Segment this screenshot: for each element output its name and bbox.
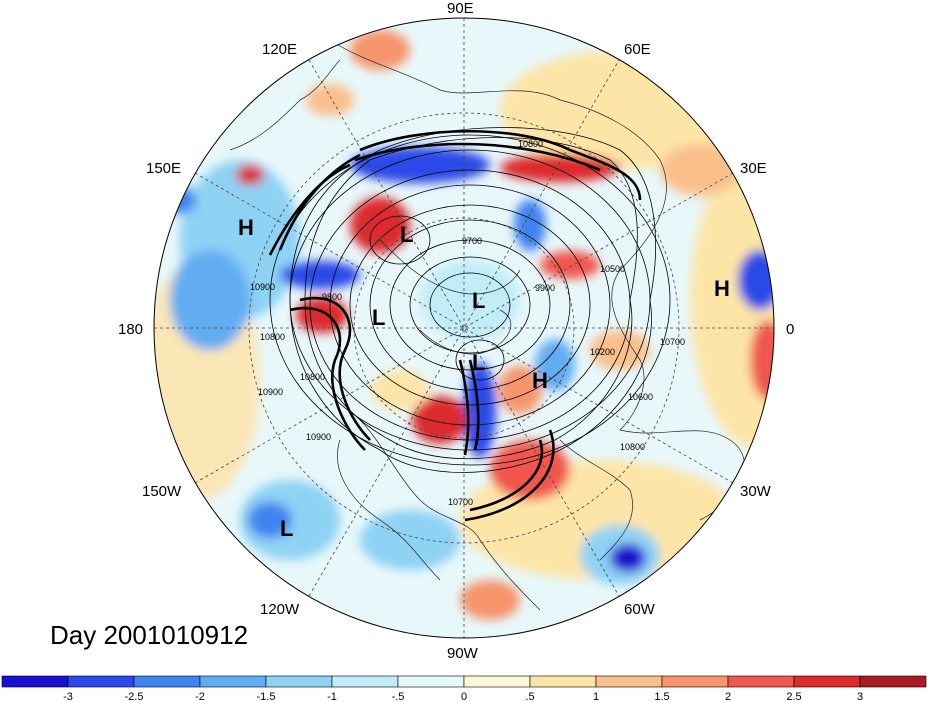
low-center-northpacific: L <box>280 516 293 541</box>
longitude-labels: 90E 60E 30E 0 30W 60W 90W 120W 150W 180 … <box>118 0 794 662</box>
jet-contours <box>268 130 642 522</box>
map-title: Day 2001010912 <box>50 620 249 650</box>
contour-label: 10700 <box>448 497 473 507</box>
high-center-greenland: H <box>532 368 548 393</box>
contour-label: 10900 <box>258 387 283 397</box>
low-center-baffin: L <box>472 350 485 375</box>
colorbar-box <box>331 675 399 688</box>
colorbar-tick-label: -1.5 <box>257 691 276 702</box>
contour-label: 9700 <box>462 236 482 246</box>
longitude-label: 180 <box>118 321 143 338</box>
colorbar-tick-label: 2.5 <box>786 691 801 702</box>
contour-label: 10200 <box>590 347 615 357</box>
colorbar-tick-label: -.5 <box>392 691 405 702</box>
colorbar-tick-label: -3 <box>63 691 73 702</box>
colorbar-box <box>595 675 663 688</box>
pressure-centers: H L L L L H H L <box>238 215 730 541</box>
colorbar-tick-label: -2.5 <box>125 691 144 702</box>
colorbar-tick-label: 1 <box>593 691 599 702</box>
contour-label: 10500 <box>600 264 625 274</box>
colorbar: -3 -2.5 -2 -1.5 -1 -.5 0 .5 1 1.5 2 2.5 3 <box>1 675 927 702</box>
longitude-label: 150E <box>146 160 181 177</box>
longitude-label: 30W <box>740 483 772 500</box>
colorbar-box <box>265 675 333 688</box>
colorbar-tick-label: 1.5 <box>654 691 669 702</box>
colorbar-box <box>661 675 729 688</box>
colorbar-box <box>199 675 267 688</box>
colorbar-box <box>463 675 531 688</box>
colorbar-ticks: -3 -2.5 -2 -1.5 -1 -.5 0 .5 1 1.5 2 2.5 3 <box>63 691 863 702</box>
contour-label: 10800 <box>518 139 543 149</box>
longitude-label: 90E <box>447 0 474 17</box>
colorbar-box <box>727 675 795 688</box>
colorbar-box <box>67 675 135 688</box>
colorbar-box <box>397 675 465 688</box>
contour-label: 10700 <box>660 337 685 347</box>
contour-label: 9800 <box>322 292 342 302</box>
coastlines <box>229 39 745 611</box>
contour-label: 10800 <box>620 442 645 452</box>
contour-label: 10900 <box>306 432 331 442</box>
longitude-label: 120W <box>260 601 300 618</box>
contour-label: 9900 <box>535 283 555 293</box>
colorbar-tick-label: -2 <box>195 691 205 702</box>
contour-value-labels: 10800 9700 10500 9900 10200 10700 10600 … <box>250 139 685 507</box>
colorbar-box <box>859 675 927 688</box>
longitude-label: 60E <box>624 41 651 58</box>
colorbar-tick-label: 3 <box>857 691 863 702</box>
contour-label: 10800 <box>260 332 285 342</box>
colorbar-box <box>793 675 861 688</box>
colorbar-tick-label: 2 <box>725 691 731 702</box>
low-center-siberia: L <box>400 222 413 247</box>
polar-stereographic-map: 10800 9700 10500 9900 10200 10700 10600 … <box>118 0 794 662</box>
longitude-label: 0 <box>786 321 794 338</box>
longitude-label: 90W <box>447 645 479 662</box>
height-contours <box>269 127 671 473</box>
colorbar-box <box>529 675 597 688</box>
longitude-label: 150W <box>142 483 182 500</box>
contour-label: 10900 <box>250 282 275 292</box>
low-center-bering: L <box>372 305 385 330</box>
contour-label: 10600 <box>628 392 653 402</box>
colorbar-tick-label: .5 <box>525 691 534 702</box>
anomaly-field <box>154 18 774 638</box>
colorbar-tick-label: 0 <box>461 691 467 702</box>
colorbar-tick-label: -1 <box>327 691 337 702</box>
high-center-pacific: H <box>238 215 254 240</box>
contour-label: 10800 <box>300 372 325 382</box>
colorbar-boxes <box>1 675 927 688</box>
longitude-label: 60W <box>624 601 656 618</box>
high-center-atlantic: H <box>714 276 730 301</box>
colorbar-box <box>133 675 201 688</box>
low-center-pole: L <box>472 288 485 313</box>
map-boundary <box>153 17 775 639</box>
colorbar-box <box>1 675 69 688</box>
longitude-label: 30E <box>740 160 767 177</box>
longitude-label: 120E <box>262 41 297 58</box>
